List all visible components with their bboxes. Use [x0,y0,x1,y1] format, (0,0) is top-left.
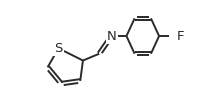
Text: S: S [54,42,63,55]
Text: F: F [177,30,184,43]
Text: N: N [107,30,116,43]
